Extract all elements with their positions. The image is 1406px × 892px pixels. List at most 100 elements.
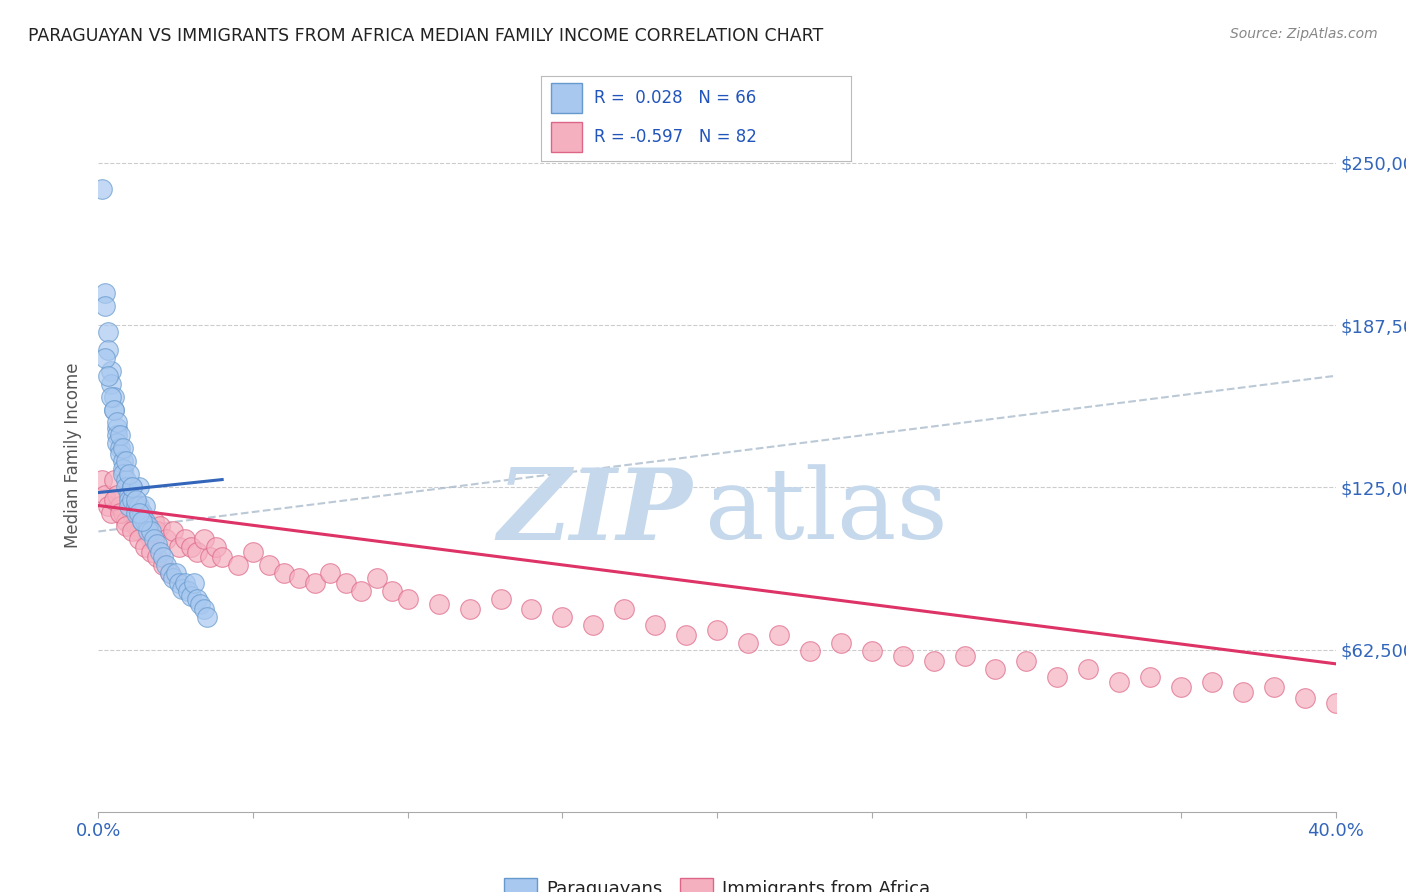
- Point: [211, 550, 233, 565]
- Point: [103, 390, 125, 404]
- Point: [458, 602, 481, 616]
- Legend: Paraguayans, Immigrants from Africa: Paraguayans, Immigrants from Africa: [498, 871, 936, 892]
- Point: [118, 499, 141, 513]
- Point: [121, 524, 143, 539]
- Text: R = -0.597   N = 82: R = -0.597 N = 82: [593, 128, 756, 145]
- Point: [118, 499, 141, 513]
- Point: [170, 582, 193, 596]
- Text: Source: ZipAtlas.com: Source: ZipAtlas.com: [1230, 27, 1378, 41]
- Point: [131, 506, 153, 520]
- Point: [97, 499, 120, 513]
- Point: [520, 602, 543, 616]
- Point: [105, 420, 128, 434]
- Point: [118, 467, 141, 482]
- Point: [103, 493, 125, 508]
- Point: [174, 576, 197, 591]
- Point: [139, 524, 162, 539]
- Point: [162, 571, 184, 585]
- Point: [97, 368, 120, 383]
- Point: [304, 576, 326, 591]
- Point: [984, 662, 1007, 676]
- Point: [112, 506, 135, 520]
- Point: [103, 402, 125, 417]
- Point: [1232, 685, 1254, 699]
- Point: [103, 402, 125, 417]
- Point: [108, 442, 131, 456]
- Text: R =  0.028   N = 66: R = 0.028 N = 66: [593, 89, 756, 107]
- Point: [1139, 670, 1161, 684]
- Point: [108, 506, 131, 520]
- Point: [1263, 680, 1285, 694]
- Text: ZIP: ZIP: [498, 464, 692, 560]
- Point: [93, 351, 115, 365]
- Point: [1201, 675, 1223, 690]
- Point: [128, 480, 150, 494]
- Point: [174, 533, 197, 547]
- Point: [131, 506, 153, 520]
- Point: [112, 454, 135, 468]
- Point: [134, 499, 156, 513]
- Point: [131, 514, 153, 528]
- Point: [155, 533, 177, 547]
- Point: [121, 480, 143, 494]
- Point: [162, 524, 184, 539]
- Point: [143, 514, 166, 528]
- Point: [186, 591, 208, 606]
- Point: [112, 462, 135, 476]
- Point: [136, 524, 159, 539]
- Point: [381, 584, 404, 599]
- Point: [100, 363, 122, 377]
- Point: [100, 506, 122, 520]
- Point: [226, 558, 249, 573]
- Point: [613, 602, 636, 616]
- Point: [257, 558, 280, 573]
- Point: [273, 566, 295, 580]
- Point: [90, 182, 112, 196]
- Point: [1108, 675, 1130, 690]
- Point: [1170, 680, 1192, 694]
- Point: [131, 514, 153, 528]
- Point: [115, 454, 138, 468]
- Point: [427, 597, 450, 611]
- Point: [198, 550, 221, 565]
- Point: [134, 514, 156, 528]
- Point: [186, 545, 208, 559]
- Point: [152, 550, 174, 565]
- Point: [366, 571, 388, 585]
- Point: [105, 416, 128, 430]
- Point: [953, 648, 976, 663]
- Point: [159, 566, 181, 580]
- Point: [1324, 696, 1347, 710]
- Point: [93, 285, 115, 300]
- Point: [195, 610, 218, 624]
- Point: [115, 519, 138, 533]
- Point: [134, 519, 156, 533]
- Point: [149, 519, 172, 533]
- Point: [768, 628, 790, 642]
- Point: [128, 506, 150, 520]
- Point: [100, 390, 122, 404]
- Point: [136, 524, 159, 539]
- Point: [288, 571, 311, 585]
- Point: [108, 428, 131, 442]
- Point: [396, 591, 419, 606]
- Point: [242, 545, 264, 559]
- Point: [167, 576, 190, 591]
- Y-axis label: Median Family Income: Median Family Income: [65, 362, 83, 548]
- Point: [146, 537, 169, 551]
- Bar: [551, 121, 582, 152]
- Point: [1015, 654, 1038, 668]
- Point: [143, 533, 166, 547]
- Point: [146, 524, 169, 539]
- Point: [112, 442, 135, 456]
- Point: [180, 590, 202, 604]
- Point: [644, 618, 666, 632]
- Point: [167, 540, 190, 554]
- Point: [165, 566, 187, 580]
- Point: [124, 519, 146, 533]
- Point: [205, 540, 228, 554]
- Point: [799, 644, 821, 658]
- Point: [706, 623, 728, 637]
- Point: [115, 514, 138, 528]
- Point: [118, 493, 141, 508]
